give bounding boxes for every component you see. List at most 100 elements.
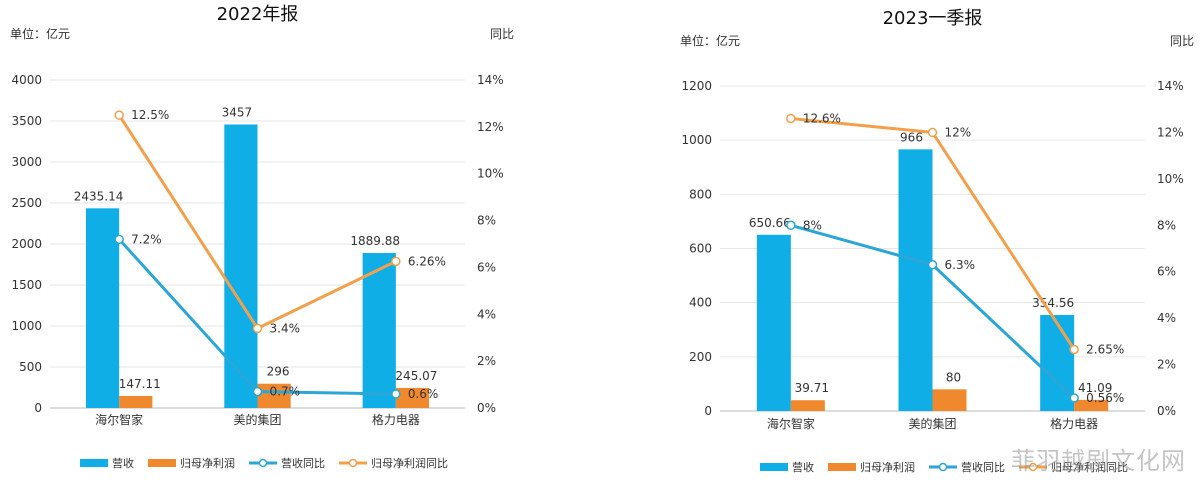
x-category-label: 格力电器: [1050, 416, 1098, 431]
legend-label: 归母净利润: [860, 460, 915, 474]
x-category-label: 美的集团: [908, 416, 956, 431]
line-data-label: 0.56%: [1086, 391, 1124, 405]
line-point: [114, 234, 124, 245]
bar-data-label: 41.09: [1078, 381, 1112, 395]
line-point: [1069, 344, 1079, 355]
y2-tick-label: 2%: [1157, 358, 1176, 372]
y-tick-label: 1000: [681, 133, 712, 147]
bar-revenue: [362, 253, 396, 408]
line-point: [252, 386, 263, 397]
line-data-label: 7.2%: [131, 232, 162, 246]
y2-tick-label: 8%: [477, 214, 496, 228]
legend-label: 营收: [112, 456, 134, 470]
x-category-label: 格力电器: [372, 412, 420, 427]
y-tick-label: 2000: [11, 237, 42, 251]
bar-data-label: 147.11: [119, 377, 161, 391]
y-tick-label: 800: [689, 187, 712, 201]
watermark: 菲羽越剧文化网: [1011, 447, 1186, 475]
bar-net-profit: [119, 395, 153, 408]
y-tick-label: 0: [704, 404, 712, 418]
line-point: [114, 110, 124, 120]
legend-label: 营收: [792, 460, 814, 474]
x-category-label: 美的集团: [233, 412, 281, 427]
bar-data-label: 80: [946, 370, 961, 384]
y2-axis-label: 同比: [1170, 34, 1194, 48]
legend-label: 归母净利润: [180, 456, 235, 470]
x-category-label: 海尔智家: [767, 416, 815, 431]
line-point: [927, 260, 938, 270]
y-tick-label: 1500: [11, 278, 42, 292]
bar-data-label: 354.56: [1032, 296, 1074, 310]
line-data-label: 6.26%: [408, 254, 446, 268]
y-tick-label: 3500: [11, 114, 42, 128]
line-data-label: 0.7%: [270, 385, 301, 399]
bar-data-label: 966: [900, 130, 923, 144]
y-tick-label: 3000: [11, 155, 42, 169]
y2-tick-label: 14%: [477, 73, 504, 87]
y-tick-label: 1000: [11, 319, 42, 333]
bar-revenue: [85, 208, 120, 408]
chart-2023-q1: 2023一季报 单位：亿元 同比 0 200 400 600 800 1000 1200 0% 2% 4…: [610, 0, 1200, 482]
bar-data-label: 3457: [222, 106, 253, 120]
y-tick-label: 2500: [11, 196, 42, 210]
y2-tick-label: 14%: [1157, 79, 1184, 93]
bar-data-label: 650.66: [749, 216, 791, 230]
x-category-label: 海尔智家: [95, 412, 143, 427]
y2-tick-label: 0%: [1157, 404, 1176, 418]
legend-label: 归母净利润同比: [371, 456, 448, 470]
bar-net-profit: [257, 383, 291, 408]
legend-swatch: [828, 463, 856, 471]
line-point: [786, 220, 796, 231]
y2-axis-label: 同比: [490, 27, 514, 41]
y-tick-label: 4000: [11, 73, 42, 87]
bar-net-profit: [1074, 399, 1109, 411]
y-axis-unit-label: 单位：亿元: [680, 33, 740, 48]
line-data-label: 12%: [945, 125, 972, 139]
line-data-label: 12.5%: [131, 108, 169, 122]
bar-revenue: [1040, 314, 1075, 411]
line-point: [1069, 393, 1079, 403]
legend-label: 营收同比: [281, 456, 325, 470]
line-data-label: 2.65%: [1086, 342, 1124, 356]
line-point: [391, 389, 401, 399]
y2-tick-label: 12%: [477, 120, 504, 134]
legend-label: 营收同比: [961, 460, 1005, 474]
chart-title: 2022年报: [217, 4, 299, 25]
y-tick-label: 0: [34, 401, 42, 415]
legend-swatch: [760, 463, 788, 471]
legend-swatch: [148, 459, 176, 467]
bar-data-label: 245.07: [395, 369, 437, 383]
bar-data-label: 2435.14: [74, 189, 124, 203]
line-point: [927, 127, 938, 138]
line-point: [391, 256, 401, 267]
legend-label: 归母净利润同比: [1051, 460, 1128, 474]
y-tick-label: 200: [689, 350, 712, 364]
y-axis-unit-label: 单位：亿元: [10, 26, 70, 41]
bar-net-profit: [932, 389, 967, 411]
legend: 营收 归母净利润 营收同比 归母净利润同比: [760, 460, 1128, 474]
line-data-label: 6.3%: [945, 258, 976, 272]
line-data-label: 12.6%: [803, 112, 841, 126]
bar-data-label: 1889.88: [350, 234, 400, 248]
line-data-label: 8%: [803, 218, 822, 232]
y-tick-label: 500: [19, 360, 42, 374]
y-tick-label: 400: [689, 296, 712, 310]
bar-data-label: 296: [267, 365, 290, 379]
line-point: [786, 113, 796, 124]
y2-tick-label: 0%: [477, 401, 496, 415]
bar-revenue: [756, 234, 791, 411]
y2-tick-label: 12%: [1157, 125, 1184, 139]
chart-2022-annual: 2022年报单位：亿元 同比 0 500 1000 1500 2000 2500 3000 350…: [0, 0, 590, 482]
bar-revenue: [898, 149, 933, 411]
legend-swatch-marker: [938, 462, 948, 472]
legend-swatch-marker: [348, 458, 358, 468]
y2-tick-label: 6%: [1157, 265, 1176, 279]
legend-swatch-marker: [1028, 462, 1038, 472]
bar-net-profit: [790, 400, 825, 411]
y2-tick-label: 4%: [1157, 311, 1176, 325]
y2-tick-label: 2%: [477, 354, 496, 368]
y2-tick-label: 4%: [477, 307, 496, 321]
line-point: [252, 323, 263, 334]
y2-tick-label: 10%: [1157, 172, 1184, 186]
